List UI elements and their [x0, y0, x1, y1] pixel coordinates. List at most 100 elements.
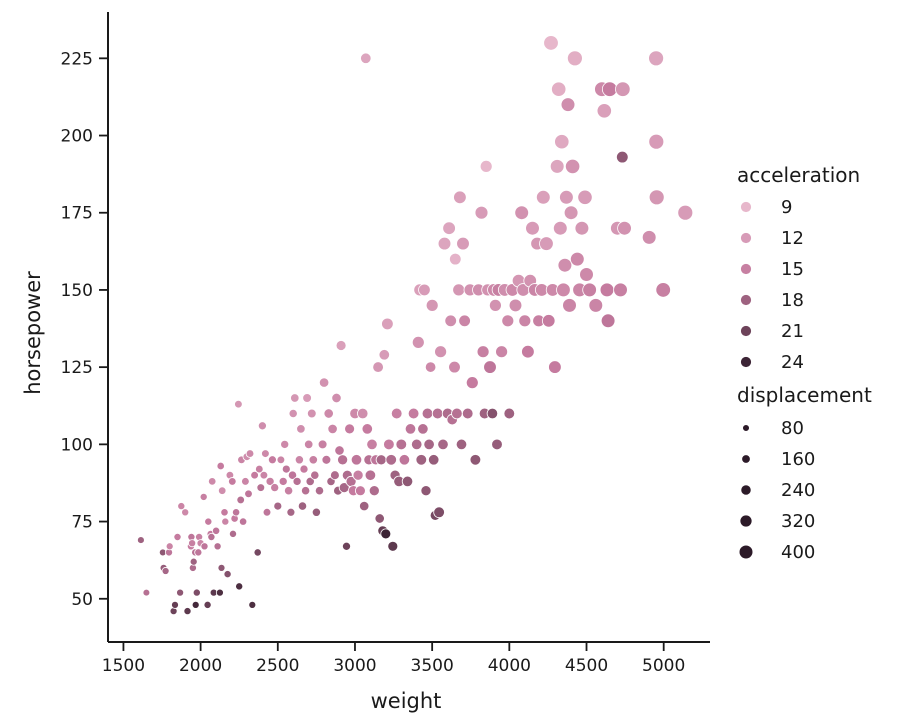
data-point [525, 220, 540, 236]
data-point [437, 236, 452, 251]
data-point [374, 513, 385, 524]
data-point [401, 475, 414, 488]
axes [107, 12, 710, 643]
data-point [554, 134, 570, 150]
data-point [294, 455, 304, 465]
data-point [171, 600, 179, 609]
data-point [411, 335, 425, 349]
data-point [514, 205, 529, 221]
y-tick-label: 100 [61, 435, 93, 455]
data-point [137, 536, 145, 544]
data-point [248, 600, 257, 609]
data-point [208, 477, 217, 486]
data-point [421, 407, 434, 420]
data-point [417, 423, 429, 435]
data-point [255, 464, 264, 474]
data-point [600, 313, 616, 329]
data-point [567, 50, 583, 67]
legend-hue-label: 18 [781, 290, 804, 311]
data-point [357, 407, 369, 420]
y-tick-label: 175 [61, 204, 93, 224]
data-point [431, 407, 444, 420]
data-point [337, 454, 349, 466]
data-point [616, 150, 629, 164]
data-point [385, 454, 397, 466]
data-point [476, 345, 490, 359]
data-point [381, 317, 394, 331]
data-point [177, 502, 186, 511]
data-point [235, 582, 244, 591]
legend-hue-label: 12 [781, 228, 804, 249]
legend-hue-marker [740, 232, 752, 244]
x-axis-label: weight [371, 689, 442, 713]
data-point [549, 159, 565, 174]
data-point [296, 424, 306, 434]
data-point [491, 438, 503, 451]
data-point [334, 445, 345, 456]
y-axis-label: horsepower [21, 271, 45, 395]
legend-size-label: 240 [781, 480, 815, 501]
data-point [350, 454, 363, 466]
data-point [456, 236, 470, 251]
data-point [368, 485, 380, 497]
data-point [165, 542, 174, 551]
data-point [236, 495, 245, 505]
data-point [563, 205, 579, 221]
data-point [314, 486, 325, 496]
legend-size-marker [738, 544, 754, 560]
data-point [342, 541, 351, 551]
data-point [262, 508, 272, 517]
data-point [327, 423, 338, 435]
data-point [521, 344, 535, 359]
legend-hue-label: 9 [781, 197, 792, 218]
data-point [425, 298, 439, 312]
data-point [518, 314, 532, 328]
x-tick-label: 3500 [411, 656, 454, 676]
y-ticks: 50 75 100 125 150 175 200 225 [61, 49, 108, 610]
data-point [423, 438, 435, 451]
data-point [469, 454, 482, 466]
data-point [424, 361, 437, 373]
data-point [352, 469, 364, 481]
data-point [390, 407, 403, 420]
data-point [310, 470, 320, 480]
data-point [442, 221, 456, 235]
data-point [539, 236, 554, 251]
x-tick-label: 2000 [179, 656, 222, 676]
data-point [286, 507, 296, 517]
data-point [183, 607, 192, 616]
data-point [200, 542, 209, 551]
legend-hue-marker [740, 325, 752, 337]
data-point [234, 399, 243, 409]
data-point [452, 283, 466, 297]
data-point [278, 476, 288, 486]
data-point [331, 392, 342, 404]
legend-size-marker [740, 484, 752, 496]
y-tick-label: 225 [61, 49, 93, 69]
data-point [360, 52, 372, 64]
data-point [433, 506, 445, 519]
legend-hue-marker [740, 294, 752, 306]
data-point [161, 567, 170, 575]
data-point [387, 540, 399, 552]
y-tick-label: 125 [61, 358, 93, 378]
data-point [551, 81, 567, 97]
data-point [189, 557, 198, 566]
data-point [448, 360, 461, 374]
legend-size-label: 160 [781, 449, 815, 470]
data-point [560, 97, 576, 112]
data-point [395, 438, 408, 451]
data-point [465, 376, 479, 390]
data-point [323, 408, 334, 419]
data-point [508, 298, 523, 313]
data-point [559, 190, 574, 205]
data-point [483, 360, 497, 374]
data-point [677, 204, 694, 221]
data-point [218, 486, 227, 495]
data-point [335, 340, 347, 351]
data-point [415, 454, 428, 466]
data-point [479, 159, 493, 173]
data-point [588, 298, 604, 313]
data-point [280, 439, 290, 449]
